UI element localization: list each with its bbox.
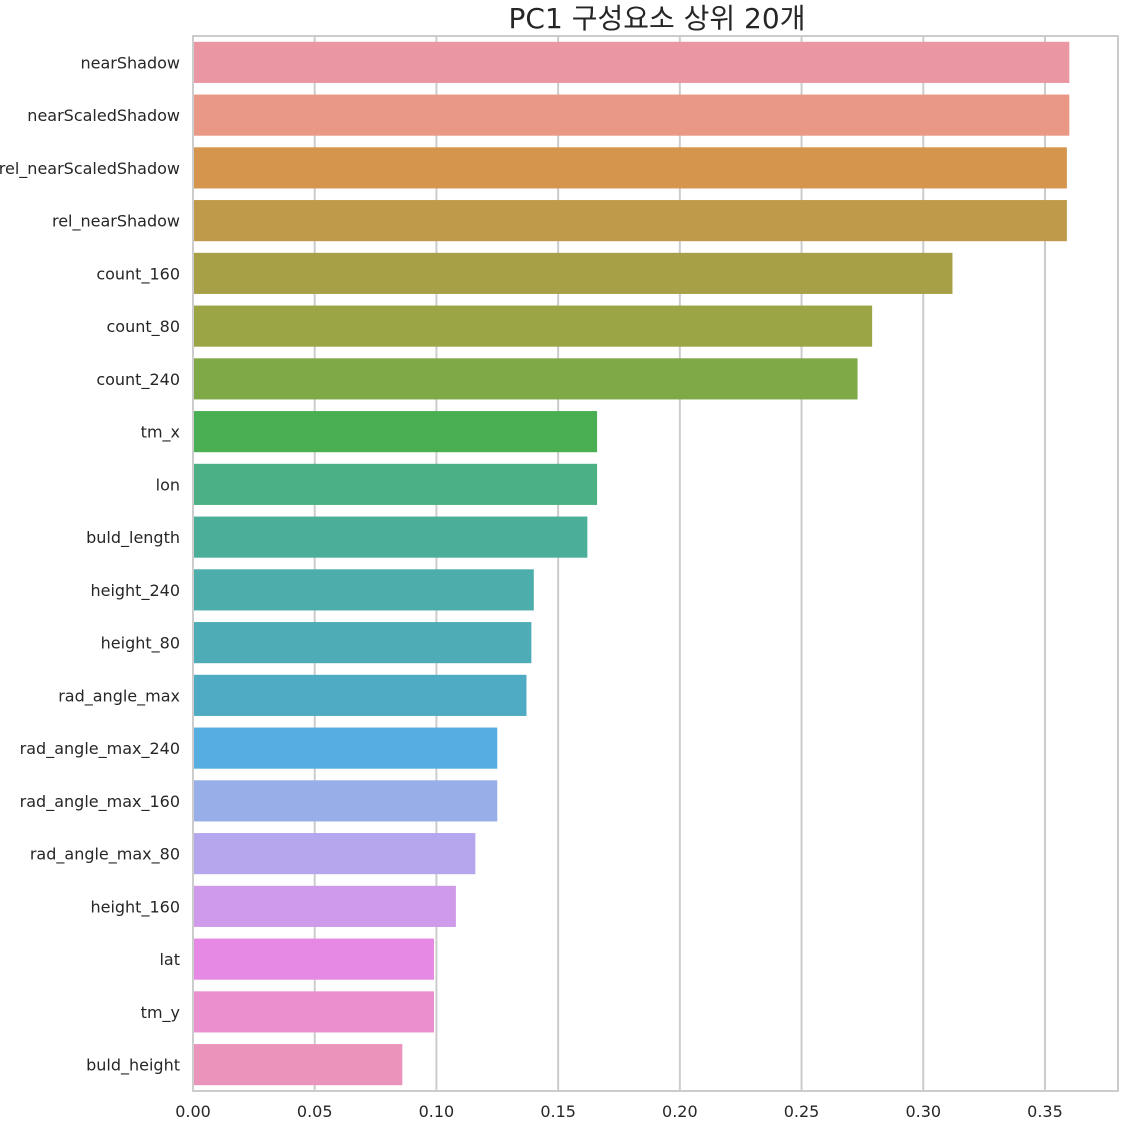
y-tick-label: rel_nearScaledShadow (0, 159, 180, 179)
y-tick-label: tm_x (141, 423, 180, 443)
bars (193, 41, 1070, 1086)
x-tick-label: 0.30 (905, 1102, 941, 1121)
y-tick-label: height_240 (90, 581, 180, 601)
bar-lon (193, 463, 598, 505)
bar-tm_x (193, 411, 598, 453)
plot-frame (192, 35, 1119, 1092)
bar-rad_angle_max_160 (193, 780, 498, 822)
y-tick-label: count_160 (96, 264, 180, 284)
bar-buld_height (193, 1044, 403, 1086)
category-labels: nearShadow nearScaledShadow rel_nearScaled… (0, 53, 180, 1075)
x-tick-label: 0.10 (419, 1102, 455, 1121)
bar-tm_y (193, 991, 434, 1033)
y-tick-label: buld_length (86, 528, 180, 548)
bar-height_80 (193, 622, 532, 664)
x-tick-label: 0.25 (784, 1102, 820, 1121)
x-tick-label: 0.05 (297, 1102, 333, 1121)
bar-lat (193, 938, 434, 980)
y-tick-label: tm_y (141, 1003, 180, 1023)
chart-title: PC1 구성요소 상위 20개 (509, 2, 806, 35)
bar-rad_angle_max_80 (193, 833, 476, 875)
x-tick-label: 0.00 (175, 1102, 211, 1121)
y-tick-label: nearShadow (81, 53, 181, 72)
y-tick-label: lat (159, 950, 180, 969)
y-tick-label: count_240 (96, 370, 180, 390)
y-tick-label: rel_nearShadow (52, 212, 180, 232)
y-tick-label: buld_height (86, 1056, 180, 1076)
bar-rel_nearScaledShadow (193, 147, 1067, 189)
bar-buld_length (193, 516, 588, 558)
x-tick-label: 0.35 (1027, 1102, 1063, 1121)
bar-rel_nearShadow (193, 200, 1067, 242)
y-tick-label: lon (156, 475, 180, 494)
bar-nearShadow (193, 41, 1070, 83)
bar-height_240 (193, 569, 534, 611)
bar-rad_angle_max (193, 674, 527, 716)
bar-nearScaledShadow (193, 94, 1070, 136)
bar-count_160 (193, 252, 953, 294)
y-tick-label: nearScaledShadow (27, 106, 180, 125)
bar-count_80 (193, 305, 873, 347)
y-tick-label: height_160 (90, 897, 180, 917)
x-tick-label: 0.15 (540, 1102, 576, 1121)
y-tick-label: height_80 (101, 634, 180, 654)
y-tick-label: rad_angle_max_160 (20, 792, 180, 812)
y-tick-label: rad_angle_max_80 (30, 845, 180, 865)
bar-count_240 (193, 358, 858, 400)
x-tick-label: 0.20 (662, 1102, 698, 1121)
bar-rad_angle_max_240 (193, 727, 498, 769)
bar-height_160 (193, 885, 456, 927)
x-tick-labels: 0.00 0.05 0.10 0.15 0.20 0.25 0.30 0.35 (175, 1102, 1063, 1121)
y-tick-label: rad_angle_max (58, 686, 180, 706)
y-tick-label: rad_angle_max_240 (20, 739, 180, 759)
y-tick-label: count_80 (107, 317, 181, 337)
